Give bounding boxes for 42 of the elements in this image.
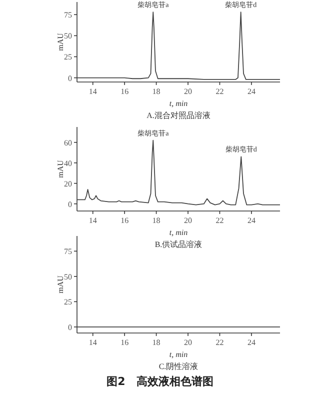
line-series	[76, 140, 280, 206]
text: B.供试品溶液	[154, 240, 202, 249]
x-tick-label: 20	[184, 338, 192, 347]
x-tick-label: 24	[247, 338, 256, 347]
x-axis-title: t, min	[169, 228, 188, 237]
x-axis-title: t, min	[169, 99, 188, 108]
y-tick-label: 0	[68, 74, 72, 83]
x-tick-label: 16	[120, 87, 129, 96]
y-tick-label: 75	[64, 247, 72, 256]
y-tick-label: 75	[64, 10, 72, 20]
x-tick-label: 20	[184, 216, 192, 225]
y-tick-label: 20	[64, 179, 72, 188]
x-tick-label: 24	[247, 87, 256, 96]
x-tick-label: 22	[216, 338, 224, 347]
y-axis-title: mAU	[56, 32, 65, 51]
y-tick-label: 0	[68, 200, 72, 209]
x-tick-label: 24	[247, 216, 256, 225]
y-tick-label: 0	[68, 322, 72, 332]
text: A.混合对照品溶液	[146, 111, 210, 120]
x-tick-label: 18	[152, 338, 160, 347]
x-tick-label: 22	[216, 216, 224, 225]
y-tick-label: 40	[64, 158, 72, 168]
y-axis-title: mAU	[56, 275, 65, 294]
y-tick-label: 25	[64, 52, 72, 62]
x-tick-label: 14	[88, 87, 97, 96]
x-tick-label: 14	[88, 338, 97, 347]
y-tick-label: 25	[64, 298, 72, 307]
x-tick-label: 22	[216, 87, 224, 96]
x-tick-label: 18	[152, 216, 160, 225]
y-tick-label: 60	[64, 138, 72, 148]
line-series	[76, 12, 280, 80]
x-tick-label: 16	[120, 338, 129, 347]
x-tick-label: 16	[120, 216, 129, 225]
caption: 图2 高效液相色谱图	[106, 375, 214, 388]
x-axis-title: t, min	[169, 350, 188, 359]
y-axis-title: mAU	[56, 160, 65, 178]
text: C.阴性溶液	[158, 362, 198, 371]
x-tick-label: 20	[184, 87, 192, 96]
y-tick-label: 50	[64, 272, 72, 282]
x-tick-label: 14	[88, 216, 97, 225]
x-tick-label: 18	[152, 87, 160, 96]
y-tick-label: 50	[64, 32, 72, 41]
